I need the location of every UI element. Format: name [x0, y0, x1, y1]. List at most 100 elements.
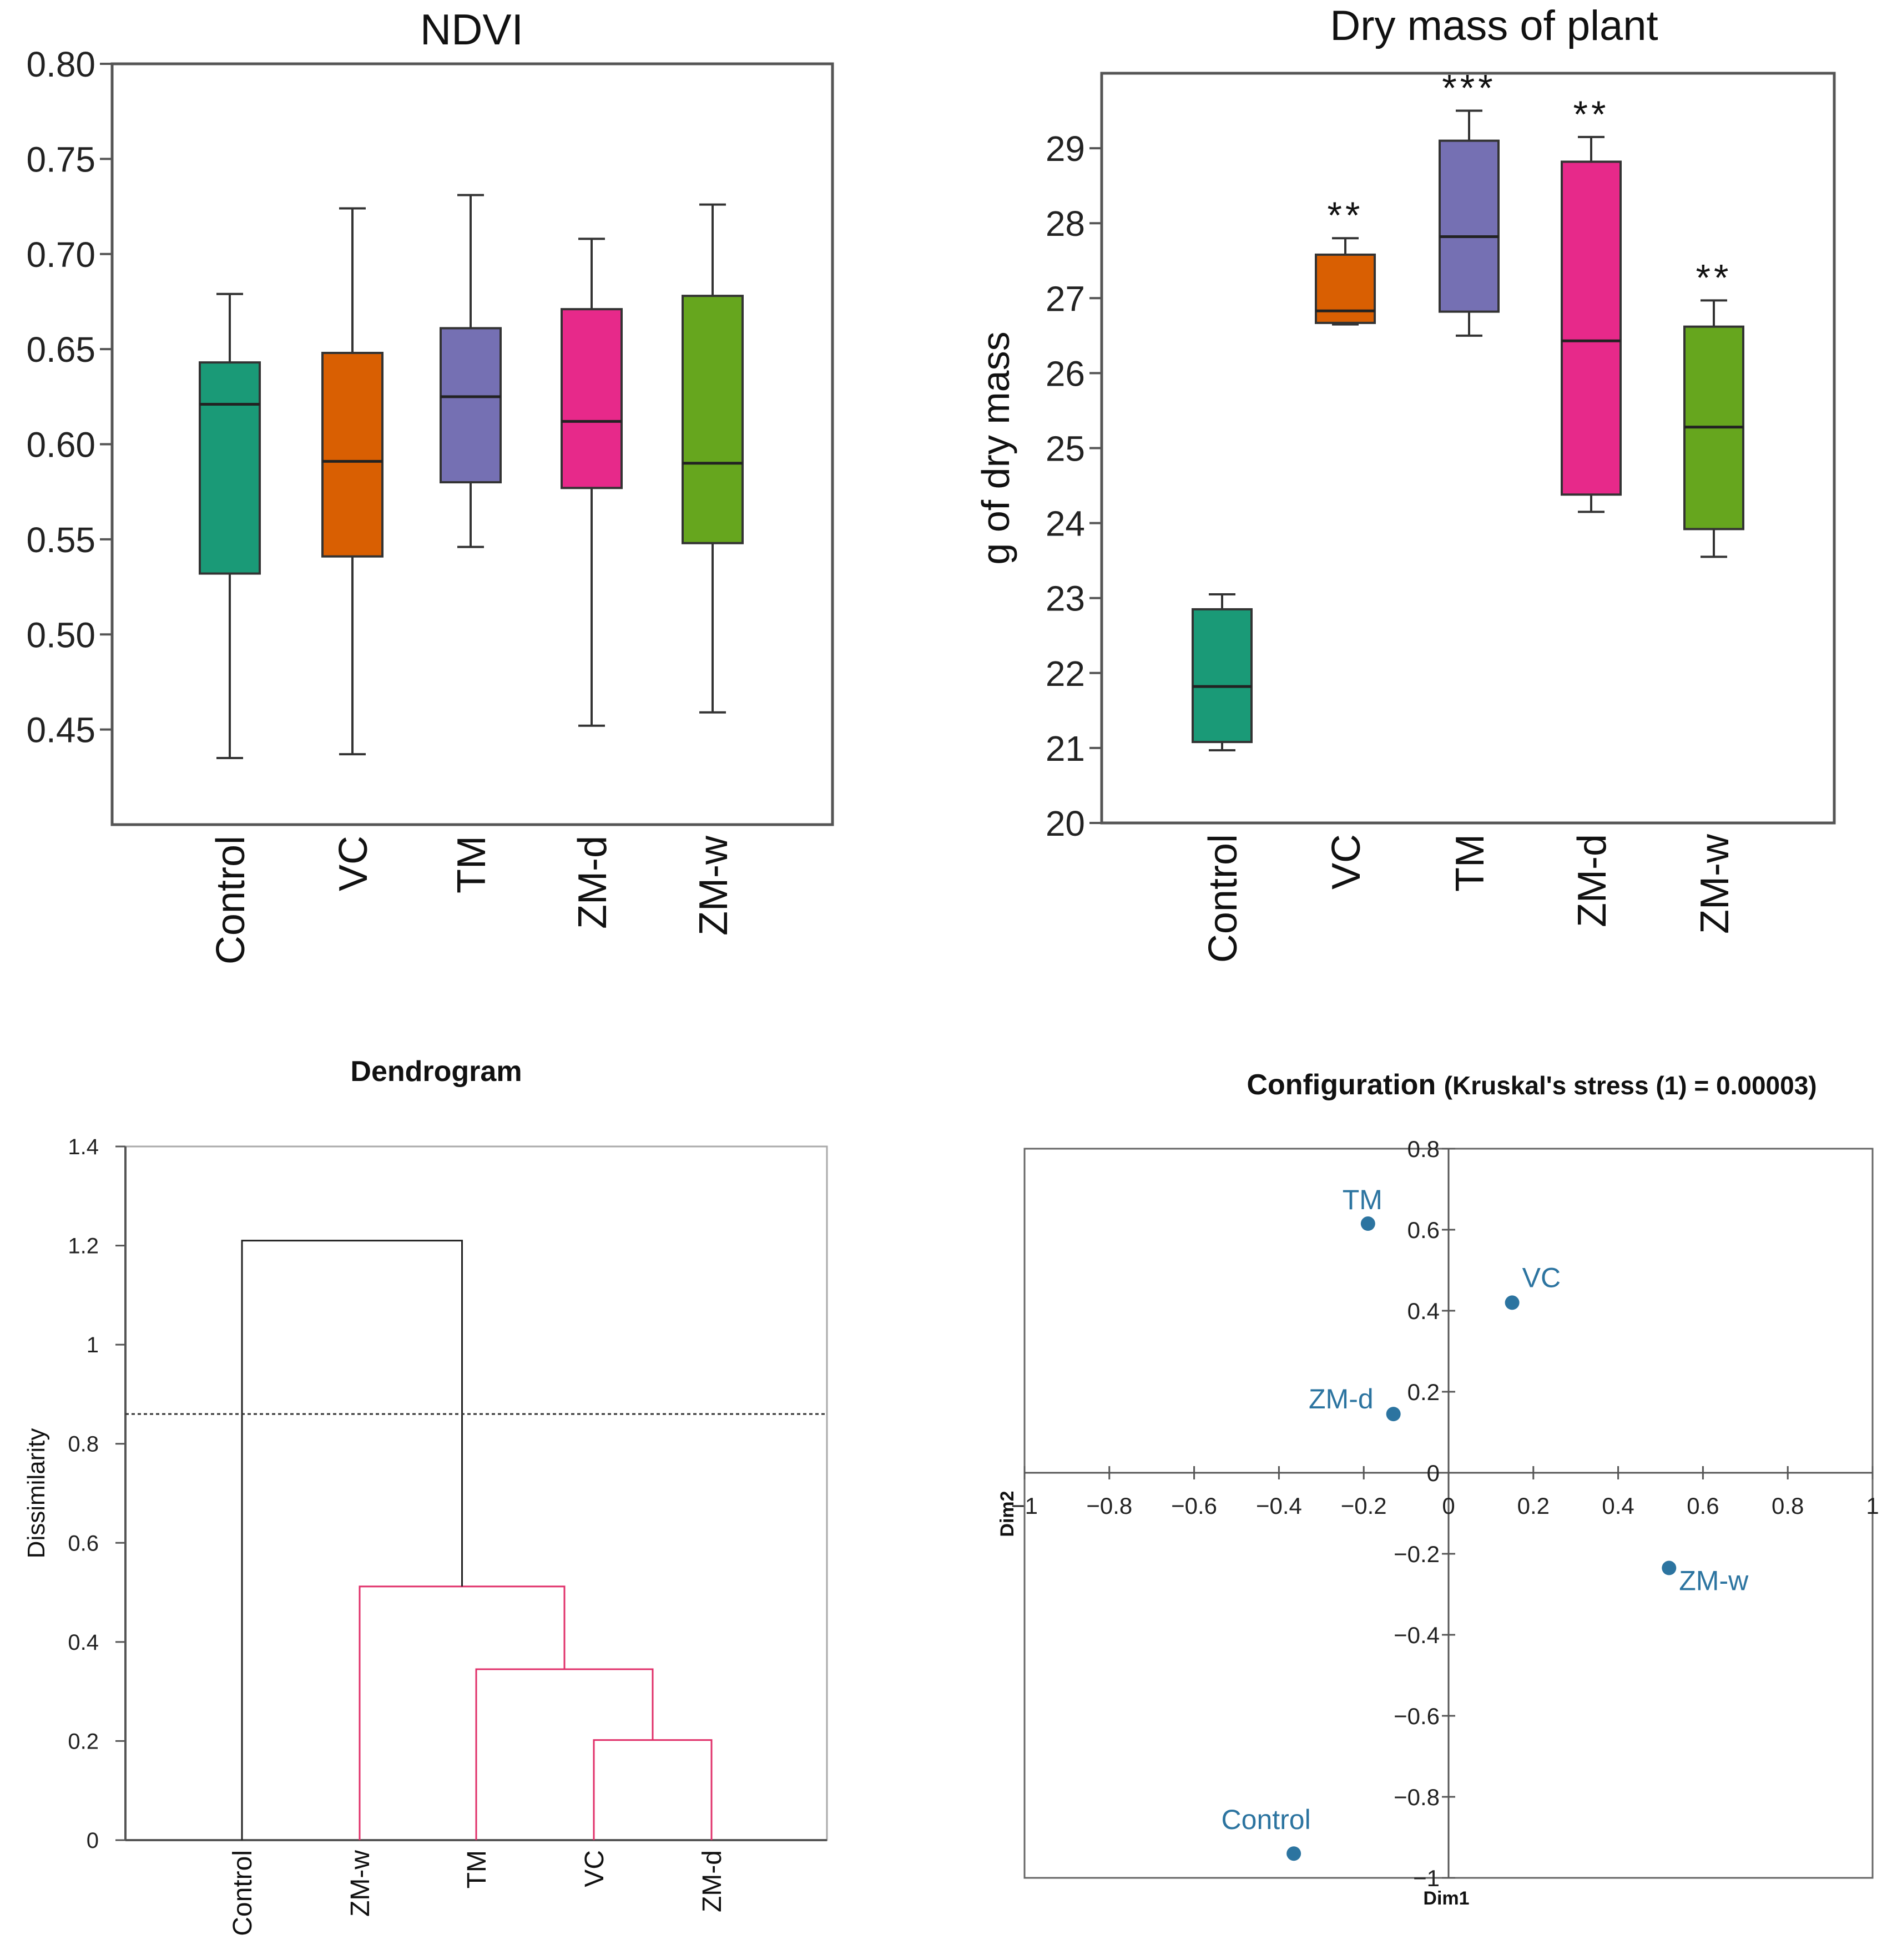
chart-title: Configuration (Kruskal's stress (1) = 0.…	[1247, 1069, 1817, 1101]
x-tick-label: −0.2	[1341, 1493, 1387, 1519]
dry-mass-chart: Dry mass of plant 20 21 22 23 24 25 26 27 28 29 g o…	[974, 2, 1836, 963]
y-tick-label: 22	[1046, 654, 1085, 694]
x-tick-label: −0.4	[1256, 1493, 1302, 1519]
box-vc	[321, 351, 384, 558]
y-tick-label: 29	[1046, 129, 1085, 169]
chart-title: Dendrogram	[350, 1055, 522, 1088]
y-tick-label: 0.6	[68, 1531, 99, 1555]
x-tick-label: 0.2	[1517, 1493, 1550, 1519]
dendrogram-link	[475, 1668, 654, 1840]
x-tick-label: −0.6	[1171, 1493, 1217, 1519]
point-label: TM	[1343, 1184, 1383, 1215]
y-tick-label: 0.6	[1407, 1217, 1440, 1243]
y-tick-label: −0.2	[1394, 1541, 1440, 1567]
y-tick-label: 27	[1046, 279, 1085, 319]
box-control	[1192, 608, 1253, 744]
y-tick-label: 0	[87, 1828, 99, 1853]
box-vc	[1315, 253, 1376, 324]
y-tick-label: 0.8	[68, 1432, 99, 1457]
leaf-label: ZM-d	[698, 1850, 727, 1912]
box-control	[199, 361, 261, 575]
y-tick-label: 24	[1046, 504, 1085, 544]
x-category-label: ZM-w	[692, 835, 736, 936]
significance-marker: ***	[1442, 67, 1496, 109]
y-tick-label: 0.4	[1407, 1298, 1440, 1324]
significance-marker: **	[1573, 93, 1609, 135]
point-zm-d	[1386, 1407, 1401, 1422]
y-tick-label: −0.4	[1394, 1622, 1440, 1648]
y-tick-label: 0.70	[26, 235, 95, 275]
x-category-label: Control	[1201, 834, 1245, 963]
y-tick-label: 0.60	[26, 425, 95, 465]
x-category-label: VC	[331, 836, 376, 891]
chart-title: NDVI	[420, 5, 523, 54]
x-category-label: ZM-d	[1570, 834, 1614, 927]
x-category-label: TM	[1448, 834, 1492, 892]
leaf-label: TM	[462, 1850, 492, 1888]
box-zm-d	[561, 308, 623, 489]
y-tick-label: 0.2	[1407, 1379, 1440, 1405]
box-zm-d	[1561, 160, 1622, 496]
y-tick-label: 0.55	[26, 520, 95, 560]
dendrogram-chart: Dendrogram 0 0.2 0.4 0.6 0.8 1 1.2 1.4 Dissimilar…	[23, 1055, 828, 1936]
point-control	[1286, 1846, 1301, 1861]
x-tick-label: 1	[1866, 1493, 1879, 1519]
ndvi-chart: NDVI 0.45 0.50 0.55 0.60 0.65 0.70 0.75 0.80 Cont…	[26, 5, 834, 964]
y-tick-label: 0.45	[26, 710, 95, 750]
leaf-label: VC	[580, 1850, 609, 1887]
y-axis-label: Dissimilarity	[23, 1428, 50, 1559]
point-tm	[1360, 1216, 1375, 1231]
box-tm	[440, 327, 502, 484]
y-tick-label: 1.2	[68, 1234, 99, 1259]
y-axis-label: Dim2	[997, 1491, 1018, 1537]
box-tm	[1439, 139, 1500, 313]
y-tick-label: 21	[1046, 729, 1085, 769]
x-tick-label: −1	[1011, 1493, 1038, 1519]
configuration-chart: Configuration (Kruskal's stress (1) = 0.…	[997, 1069, 1879, 1909]
x-tick-label: 0.8	[1772, 1493, 1804, 1519]
x-category-label: ZM-w	[1693, 833, 1737, 934]
point-label: VC	[1522, 1262, 1561, 1293]
y-tick-label: −1	[1413, 1865, 1440, 1891]
y-tick-label: 0	[1427, 1460, 1440, 1486]
x-category-label: TM	[450, 836, 494, 893]
dendrogram-link	[241, 1240, 463, 1840]
x-tick-label: 0.6	[1687, 1493, 1719, 1519]
point-zm-w	[1662, 1560, 1677, 1575]
y-tick-label: 0.4	[68, 1630, 99, 1655]
y-tick-label: 26	[1046, 353, 1085, 393]
chart-title-main: Configuration	[1247, 1069, 1444, 1101]
point-label: ZM-d	[1309, 1383, 1374, 1415]
x-tick-label: 0	[1442, 1493, 1455, 1519]
leaf-label: Control	[228, 1850, 258, 1936]
point-label: ZM-w	[1679, 1565, 1749, 1597]
point-vc	[1505, 1295, 1520, 1310]
dendrogram-link	[359, 1585, 566, 1840]
significance-marker: **	[1696, 256, 1732, 299]
y-tick-label: 20	[1046, 804, 1085, 843]
leaf-label: ZM-w	[346, 1850, 375, 1917]
x-tick-label: 0.4	[1602, 1493, 1634, 1519]
x-category-label: ZM-d	[571, 836, 615, 929]
y-tick-label: −0.6	[1394, 1703, 1440, 1729]
y-tick-label: 0.8	[1407, 1136, 1440, 1162]
box-zm-w	[682, 295, 744, 544]
y-tick-label: 28	[1046, 204, 1085, 244]
x-tick-label: −0.8	[1086, 1493, 1132, 1519]
y-tick-label: −0.8	[1394, 1784, 1440, 1810]
dendrogram-link	[593, 1739, 713, 1840]
y-tick-label: 0.80	[26, 44, 95, 84]
y-tick-label: 0.2	[68, 1729, 99, 1754]
x-category-label: VC	[1324, 834, 1369, 890]
significance-marker: **	[1328, 194, 1364, 236]
x-category-label: Control	[209, 836, 253, 964]
point-label: Control	[1222, 1804, 1311, 1835]
y-tick-label: 23	[1046, 579, 1085, 619]
y-axis-label: g of dry mass	[974, 331, 1017, 564]
y-tick-label: 1	[87, 1333, 99, 1357]
y-tick-label: 1.4	[68, 1135, 99, 1159]
chart-title: Dry mass of plant	[1330, 2, 1658, 49]
y-tick-label: 0.65	[26, 330, 95, 370]
